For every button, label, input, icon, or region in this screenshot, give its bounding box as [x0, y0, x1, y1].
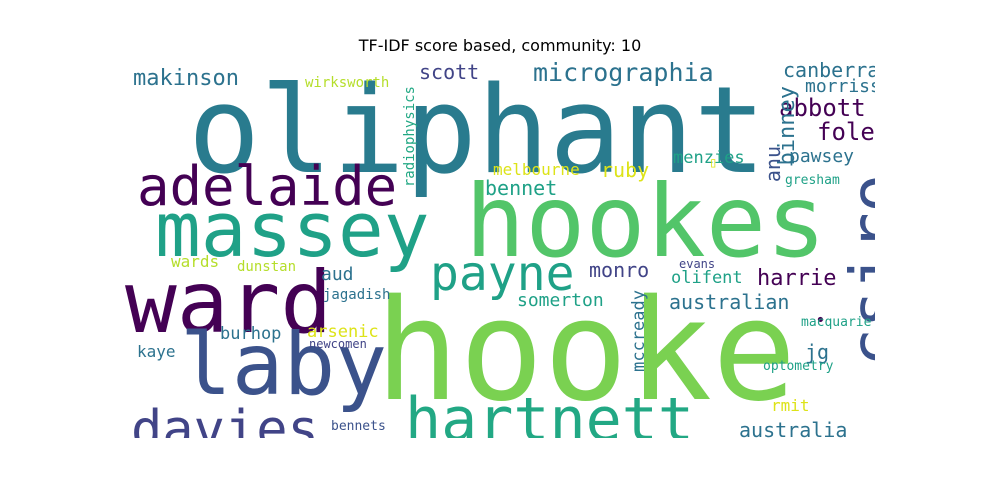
word-makinson: makinson — [133, 66, 239, 91]
word-scott: scott — [419, 62, 480, 84]
word-gresham: gresham — [785, 173, 840, 188]
word-rmit: rmit — [771, 396, 810, 415]
word-oliphant: oliphant — [188, 62, 766, 201]
word-aud: aud — [321, 264, 354, 285]
word-wirksworth: wirksworth — [305, 75, 390, 91]
word-jagadish: jagadish — [323, 287, 391, 303]
word-monro: monro — [589, 258, 650, 282]
word-radiophysics: radiophysics — [402, 86, 418, 188]
word-laby: laby — [180, 315, 388, 415]
word-hookes: hookes — [465, 163, 827, 280]
word-jg: jg — [805, 340, 830, 364]
word-macquarie: macquarie — [801, 315, 872, 330]
word-harrie: harrie — [757, 266, 837, 291]
word-hooke: hooke — [375, 270, 797, 433]
word-adelaide: adelaide — [137, 155, 398, 218]
word-davies: davies — [131, 400, 319, 438]
word-arsenic: arsenic — [307, 322, 379, 342]
word-australian: australian — [669, 290, 790, 314]
word-evans: evans — [679, 257, 716, 271]
word-wards: wards — [171, 252, 220, 271]
word-mccready: mccready — [629, 290, 649, 372]
word-micrographia: micrographia — [533, 62, 714, 87]
word-bennets: bennets — [331, 419, 386, 434]
word-anu: anu — [761, 146, 785, 183]
chart-title: TF-IDF score based, community: 10 — [358, 36, 642, 55]
word-canberra: canberra — [783, 62, 875, 82]
word-abbott: abbott — [779, 94, 866, 122]
word-cloud: oliphant hookes hooke massey ward laby a… — [125, 62, 875, 438]
word-burhop: burhop — [220, 324, 282, 344]
word-australia: australia — [739, 418, 848, 438]
word-somerton: somerton — [517, 290, 604, 311]
word-olifent: olifent — [671, 268, 743, 288]
word-melbourne: melbourne — [493, 160, 580, 179]
word-hartnett: hartnett — [405, 385, 694, 438]
word-ruby: ruby — [601, 158, 650, 182]
word-newcomen: newcomen — [309, 337, 367, 351]
word-kaye: kaye — [137, 342, 176, 361]
word-morriss: morriss — [805, 76, 875, 97]
word-menzies: menzies — [673, 148, 745, 168]
word-dot: • — [815, 310, 826, 331]
word-box-glyph: ▯ — [709, 155, 718, 171]
word-foley: foley — [817, 118, 875, 146]
word-ward: ward — [125, 253, 333, 353]
word-dunstan: dunstan — [237, 259, 297, 275]
word-massey: massey — [155, 185, 430, 274]
word-pawsey: pawsey — [789, 146, 855, 167]
word-csiro: csiro — [838, 174, 875, 367]
word-bennet: bennet — [485, 176, 558, 200]
word-optometry: optometry — [763, 359, 834, 374]
word-payne: payne — [430, 246, 575, 302]
